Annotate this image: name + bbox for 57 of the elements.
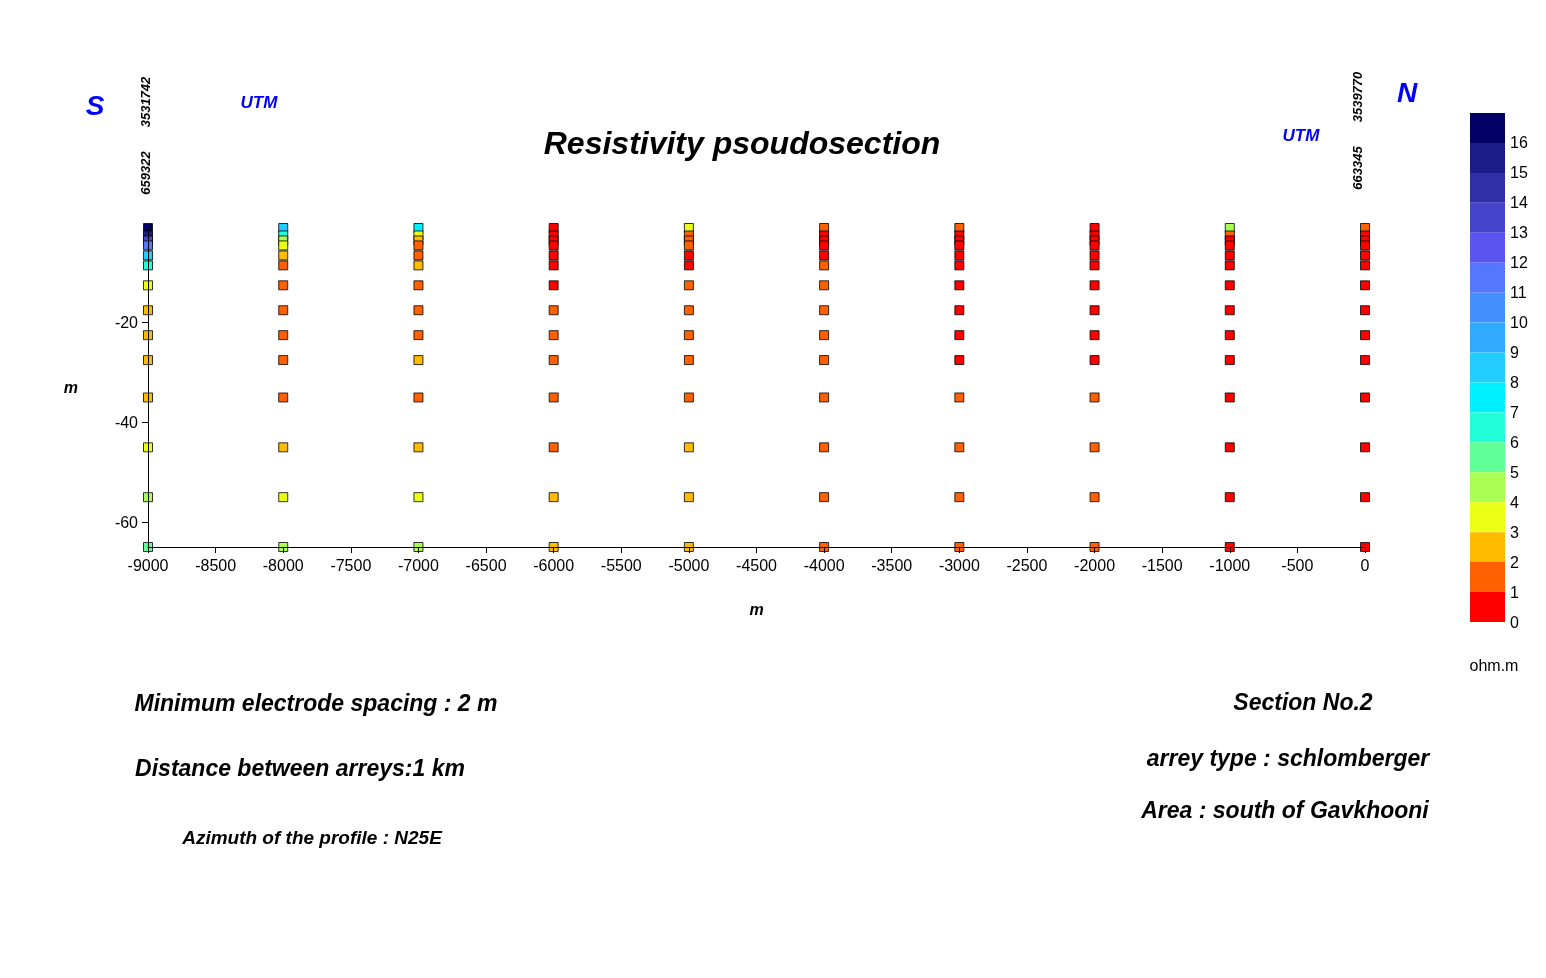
text: arrey type : schlomberger [1146, 745, 1431, 771]
color-bar-label: 16 [1510, 134, 1528, 152]
color-bar-label: 0 [1510, 613, 1519, 631]
x-tick-label: -8000 [262, 556, 304, 574]
y-tick-label: -60 [114, 513, 139, 531]
x-tick-label: -2000 [1074, 556, 1116, 574]
color-bar-label: 12 [1510, 254, 1528, 272]
text: Section No.2 [1233, 689, 1373, 715]
x-tick-label: -4500 [736, 556, 778, 574]
y-tick-label: -40 [114, 413, 139, 431]
x-tick-label: -5000 [668, 556, 710, 574]
y-axis-title: m [63, 379, 78, 396]
x-axis-title: m [749, 600, 764, 618]
x-tick-label: 0 [1360, 556, 1370, 574]
x-tick-label: -1500 [1141, 556, 1183, 574]
color-bar-label: 7 [1510, 403, 1519, 421]
color-bar-label: 14 [1510, 194, 1528, 212]
text: 3539770 [1349, 70, 1365, 123]
x-tick-label: -7500 [330, 556, 372, 574]
color-bar-label: 5 [1510, 463, 1519, 481]
x-tick-label: -4000 [803, 556, 845, 574]
x-tick-label: -6000 [533, 556, 575, 574]
text: UTM [1282, 125, 1321, 145]
color-bar-label: 3 [1510, 523, 1519, 541]
text: Distance between arreys:1 km [135, 755, 465, 781]
text: 663345 [1349, 145, 1365, 190]
color-bar-label: 8 [1510, 373, 1519, 391]
chart-title: Resistivity psoudosection [543, 125, 941, 161]
color-bar-label: 10 [1510, 314, 1528, 332]
x-tick-label: -2500 [1006, 556, 1048, 574]
y-tick-label: -20 [114, 314, 139, 332]
text: UTM [240, 92, 279, 112]
color-bar-label: 1 [1510, 583, 1519, 601]
x-tick-label: -9000 [127, 556, 169, 574]
text: Minimum electrode spacing : 2 m [134, 690, 498, 716]
text: Area : south of Gavkhooni [1140, 797, 1430, 823]
text: S [85, 89, 105, 121]
x-tick-label: -500 [1281, 556, 1314, 574]
color-bar-label: 13 [1510, 224, 1528, 242]
text: 659322 [137, 150, 153, 195]
x-tick-label: -3000 [938, 556, 980, 574]
color-bar-label: 2 [1510, 553, 1519, 571]
color-bar-label: 15 [1510, 164, 1528, 182]
x-tick-label: -3500 [871, 556, 913, 574]
color-bar-label: 11 [1510, 284, 1527, 302]
x-tick-label: -8500 [195, 556, 237, 574]
text: Azimuth of the profile : N25E [181, 826, 444, 848]
color-bar-label: 6 [1510, 433, 1519, 451]
x-tick-label: -1000 [1209, 556, 1251, 574]
x-tick-label: -6500 [465, 556, 507, 574]
text: N [1396, 76, 1418, 108]
color-bar-label: 9 [1510, 344, 1519, 362]
color-bar-title: ohm.m [1469, 656, 1519, 674]
x-tick-label: -7000 [397, 556, 440, 574]
text: 3531742 [137, 75, 153, 128]
color-bar-label: 4 [1510, 493, 1519, 511]
x-tick-label: -5500 [600, 556, 642, 574]
